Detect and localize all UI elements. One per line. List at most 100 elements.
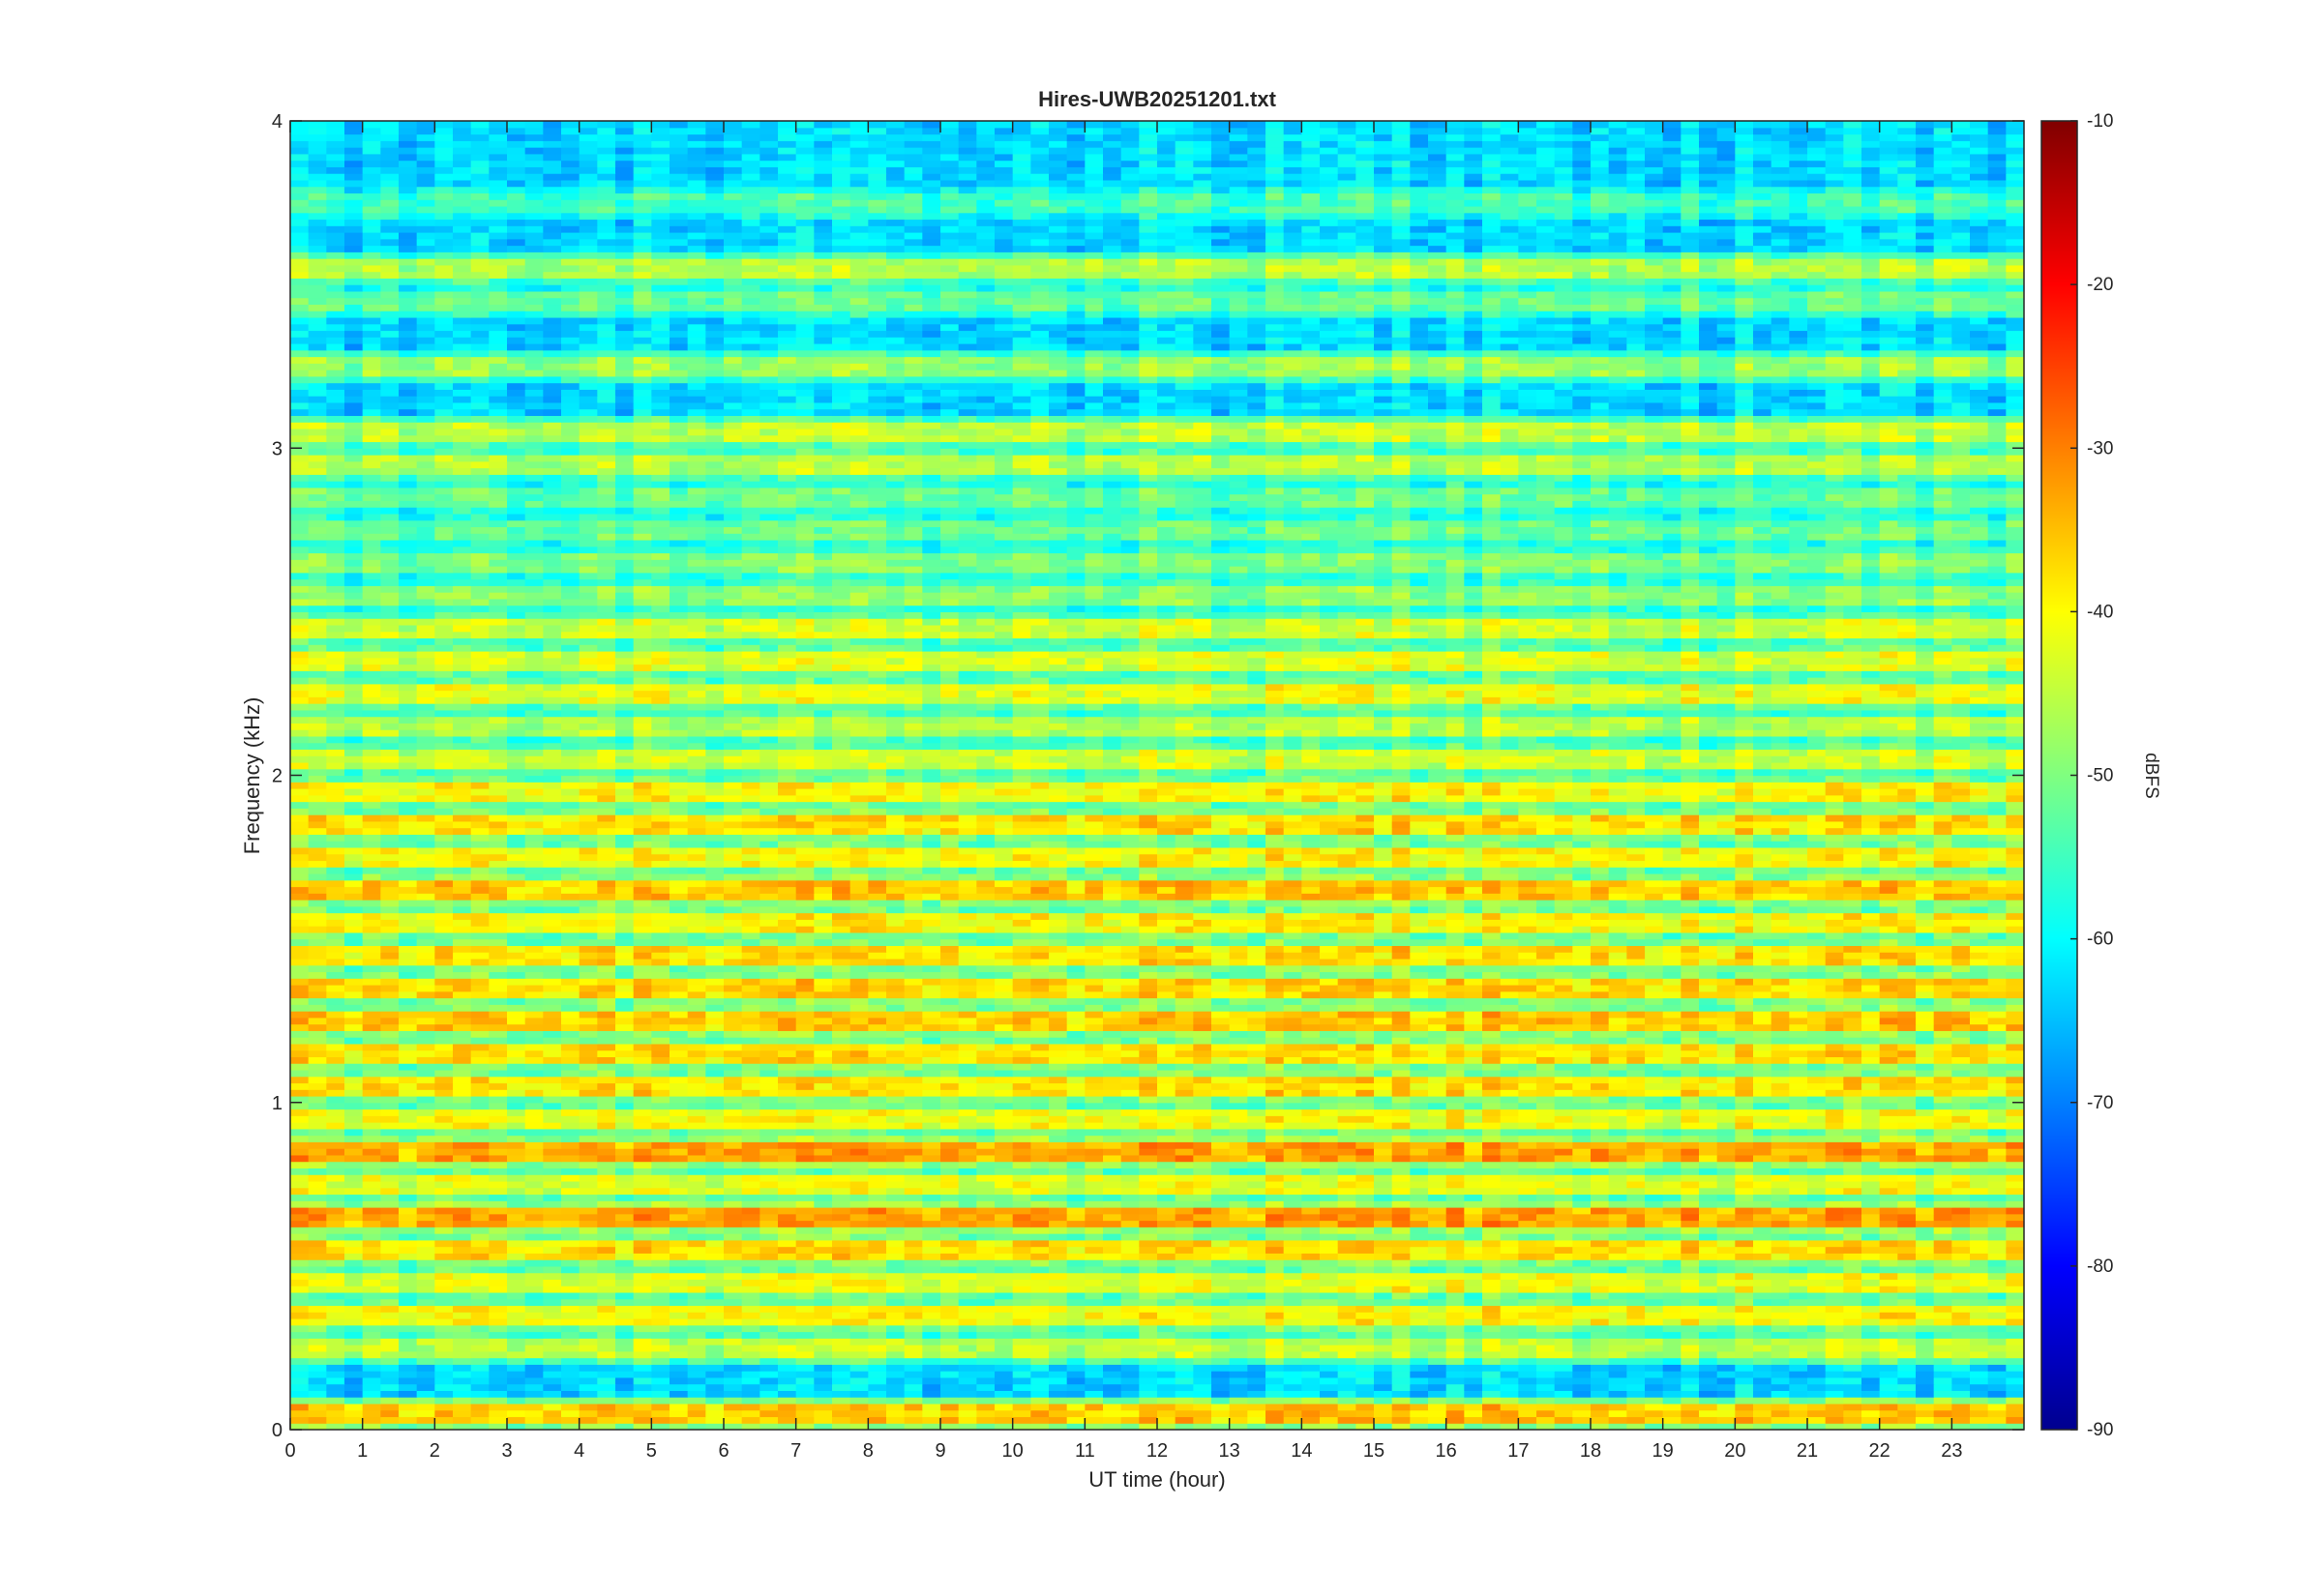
heatmap-cell bbox=[1970, 1167, 1989, 1175]
heatmap-cell bbox=[380, 1416, 400, 1424]
heatmap-cell bbox=[416, 1206, 435, 1215]
heatmap-cell bbox=[290, 1364, 310, 1372]
heatmap-cell bbox=[453, 1246, 472, 1254]
heatmap-cell bbox=[399, 1095, 418, 1104]
heatmap-cell bbox=[1987, 1324, 2007, 1333]
heatmap-cell bbox=[1464, 1187, 1483, 1196]
heatmap-cell bbox=[1699, 1200, 1718, 1208]
heatmap-cell bbox=[2006, 1298, 2024, 1307]
heatmap-cell bbox=[958, 1383, 977, 1392]
heatmap-cell bbox=[904, 1206, 923, 1215]
heatmap-cell bbox=[543, 1403, 562, 1411]
heatmap-cell bbox=[1645, 1227, 1664, 1234]
heatmap-cell bbox=[1716, 1291, 1736, 1300]
heatmap-cell bbox=[1951, 1200, 1971, 1208]
heatmap-cell bbox=[1897, 1206, 1917, 1215]
heatmap-cell bbox=[1464, 1108, 1483, 1116]
heatmap-cell bbox=[416, 1102, 435, 1110]
heatmap-cell bbox=[1987, 1141, 2007, 1149]
heatmap-cell bbox=[1753, 1180, 1772, 1189]
heatmap-cell bbox=[1897, 1357, 1917, 1365]
heatmap-cell bbox=[1699, 1108, 1718, 1116]
heatmap-cell bbox=[1103, 1345, 1122, 1352]
heatmap-cell bbox=[1970, 1298, 1989, 1307]
heatmap-cell bbox=[579, 1272, 598, 1281]
heatmap-cell bbox=[705, 1180, 725, 1189]
heatmap-cell bbox=[1049, 1233, 1068, 1241]
heatmap-cell bbox=[1103, 1397, 1122, 1404]
heatmap-cell bbox=[1464, 1128, 1483, 1137]
heatmap-cell bbox=[489, 1174, 508, 1182]
heatmap-cell bbox=[1211, 1095, 1231, 1104]
heatmap-cell bbox=[1843, 1350, 1862, 1359]
heatmap-cell bbox=[1608, 1371, 1627, 1378]
heatmap-cell bbox=[1807, 1220, 1827, 1227]
heatmap-cell bbox=[1645, 1200, 1664, 1208]
heatmap-cell bbox=[1771, 1115, 1790, 1123]
heatmap-cell bbox=[1120, 1390, 1140, 1398]
heatmap-cell bbox=[2006, 1180, 2024, 1189]
heatmap-cell bbox=[1301, 1194, 1321, 1201]
heatmap-cell bbox=[724, 1390, 743, 1398]
heatmap-cell bbox=[453, 1286, 472, 1293]
heatmap-cell bbox=[1391, 1187, 1411, 1196]
heatmap-cell bbox=[1987, 1403, 2007, 1411]
heatmap-cell bbox=[1229, 1409, 1248, 1418]
heatmap-cell bbox=[1410, 1317, 1429, 1326]
heatmap-cell bbox=[1591, 1376, 1610, 1385]
heatmap-cell bbox=[724, 1279, 743, 1286]
heatmap-cell bbox=[290, 1200, 310, 1208]
heatmap-cell bbox=[1374, 1357, 1393, 1365]
heatmap-cell bbox=[1536, 1115, 1556, 1123]
heatmap-cell bbox=[759, 1397, 779, 1404]
heatmap-cell bbox=[1861, 1161, 1881, 1168]
heatmap-cell bbox=[1699, 1187, 1718, 1196]
heatmap-cell bbox=[1337, 1220, 1356, 1227]
heatmap-cell bbox=[1211, 1272, 1231, 1281]
heatmap-cell bbox=[1825, 1220, 1844, 1227]
heatmap-cell bbox=[290, 1089, 310, 1097]
heatmap-cell bbox=[778, 1128, 797, 1137]
heatmap-cell bbox=[1970, 1350, 1989, 1359]
heatmap-cell bbox=[1807, 1317, 1827, 1326]
heatmap-cell bbox=[995, 1324, 1014, 1333]
heatmap-cell bbox=[1211, 1167, 1231, 1175]
heatmap-cell bbox=[832, 1338, 851, 1345]
heatmap-cell bbox=[687, 1200, 706, 1208]
heatmap-cell bbox=[470, 1324, 490, 1333]
heatmap-cell bbox=[1265, 1305, 1285, 1313]
heatmap-cell bbox=[940, 1350, 960, 1359]
heatmap-cell bbox=[1012, 1416, 1031, 1424]
heatmap-cell bbox=[1951, 1206, 1971, 1215]
heatmap-cell bbox=[1807, 1108, 1827, 1116]
heatmap-cell bbox=[1554, 1331, 1573, 1339]
heatmap-cell bbox=[741, 1161, 760, 1168]
heatmap-cell bbox=[1337, 1291, 1356, 1300]
heatmap-cell bbox=[1120, 1291, 1140, 1300]
heatmap-cell bbox=[1139, 1324, 1158, 1333]
heatmap-cell bbox=[1049, 1376, 1068, 1385]
heatmap-cell bbox=[958, 1239, 977, 1248]
heatmap-cell bbox=[1753, 1108, 1772, 1116]
heatmap-cell bbox=[1428, 1272, 1447, 1281]
heatmap-cell bbox=[597, 1206, 616, 1215]
heatmap-cell bbox=[1066, 1135, 1086, 1142]
heatmap-cell bbox=[1753, 1345, 1772, 1352]
heatmap-cell bbox=[1464, 1206, 1483, 1215]
heatmap-cell bbox=[1861, 1390, 1881, 1398]
heatmap-cell bbox=[1951, 1350, 1971, 1359]
heatmap-cell bbox=[1897, 1200, 1917, 1208]
heatmap-cell bbox=[1933, 1312, 1952, 1319]
heatmap-cell bbox=[1735, 1279, 1754, 1286]
heatmap-cell bbox=[1482, 1397, 1502, 1404]
heatmap-cell bbox=[1464, 1200, 1483, 1208]
heatmap-cell bbox=[2006, 1286, 2024, 1293]
heatmap-cell bbox=[308, 1376, 327, 1385]
heatmap-cell bbox=[1139, 1423, 1158, 1430]
heatmap-cell bbox=[832, 1324, 851, 1333]
heatmap-cell bbox=[1355, 1383, 1375, 1392]
heatmap-cell bbox=[1301, 1122, 1321, 1130]
heatmap-cell bbox=[1699, 1206, 1718, 1215]
heatmap-cell bbox=[904, 1128, 923, 1137]
heatmap-cell bbox=[1139, 1338, 1158, 1345]
